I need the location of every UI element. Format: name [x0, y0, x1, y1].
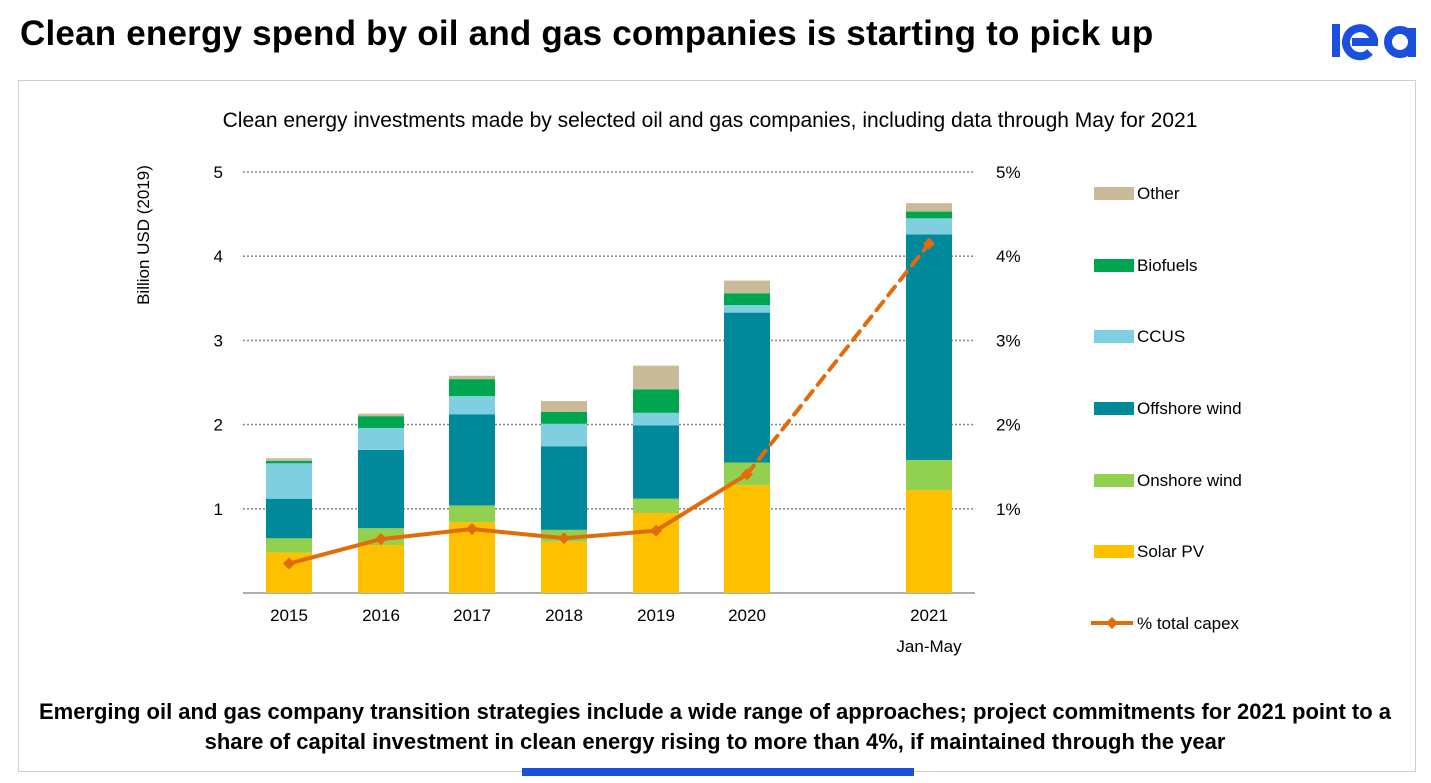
- capex-line-segment: [562, 528, 658, 541]
- legend-label: Offshore wind: [1137, 399, 1242, 418]
- capex-line-segment: [470, 527, 566, 541]
- y2-tick-label: 3%: [996, 331, 1021, 350]
- x-tick-label: 2021: [910, 606, 948, 625]
- bar-segment-ccus-2015: [266, 463, 312, 499]
- bar-segment-biofuels-2017: [449, 379, 495, 396]
- footer-caption: Emerging oil and gas company transition …: [38, 699, 1392, 754]
- bar-segment-solar-pv-2016: [358, 545, 404, 593]
- bar-segment-onshore-wind-2015: [266, 538, 312, 553]
- capex-marker-2017: [466, 523, 478, 536]
- x-tick-label: 2019: [637, 606, 675, 625]
- bar-segment-other-2019: [633, 365, 679, 390]
- bar-segment-biofuels-2015: [266, 460, 312, 464]
- bar-segment-ccus-2019: [633, 412, 679, 426]
- capex-line-segment: [745, 241, 931, 477]
- bar-segment-biofuels-2018: [541, 411, 587, 424]
- y2-tick-label: 5%: [996, 163, 1021, 182]
- legend-swatch-solar-pv: [1094, 545, 1134, 558]
- bar-segment-ccus-2018: [541, 423, 587, 447]
- y-tick-label: 3: [214, 331, 223, 350]
- legend-label: % total capex: [1137, 614, 1240, 633]
- capex-marker-2019: [650, 524, 662, 537]
- x-tick-label: 2020: [728, 606, 766, 625]
- capex-marker-2020: [741, 468, 753, 481]
- legend-swatch-other: [1094, 187, 1134, 200]
- y2-tick-label: 4%: [996, 247, 1021, 266]
- chart-title: Clean energy investments made by selecte…: [223, 109, 1198, 132]
- bar-segment-onshore-wind-2019: [633, 498, 679, 514]
- iea-logo: [1332, 24, 1416, 61]
- capex-marker-2021: [923, 237, 935, 250]
- x-tick-sublabel: Jan-May: [896, 637, 962, 656]
- bar-segment-offshore-wind-2018: [541, 446, 587, 530]
- bar-segment-offshore-wind-2017: [449, 414, 495, 506]
- x-tick-label: 2017: [453, 606, 491, 625]
- capex-line-segment: [379, 527, 474, 542]
- bar-segment-other-2015: [266, 458, 312, 461]
- bar-segment-biofuels-2019: [633, 389, 679, 413]
- bar-segment-onshore-wind-2021: [906, 459, 952, 491]
- bar-segment-biofuels-2016: [358, 416, 404, 428]
- legend-label: Biofuels: [1137, 256, 1197, 275]
- y-tick-label: 4: [214, 247, 223, 266]
- bar-segment-biofuels-2021: [906, 211, 952, 219]
- bar-segment-offshore-wind-2019: [633, 425, 679, 499]
- bar-segment-other-2020: [724, 280, 770, 294]
- bar-segment-ccus-2016: [358, 427, 404, 450]
- bar-segment-offshore-wind-2015: [266, 498, 312, 539]
- bar-segment-ccus-2021: [906, 218, 952, 235]
- legend-swatch-offshore-wind: [1094, 402, 1134, 415]
- y2-tick-label: 2%: [996, 416, 1021, 435]
- capex-line-segment: [287, 537, 383, 566]
- bar-segment-offshore-wind-2020: [724, 312, 770, 463]
- bar-segment-solar-pv-2020: [724, 485, 770, 593]
- page-title: Clean energy spend by oil and gas compan…: [20, 14, 1154, 53]
- capex-marker-2018: [558, 532, 570, 545]
- bar-segment-other-2017: [449, 375, 495, 380]
- y-tick-label: 2: [214, 416, 223, 435]
- bar-segment-biofuels-2020: [724, 293, 770, 306]
- x-tick-label: 2016: [362, 606, 400, 625]
- bar-segment-ccus-2020: [724, 305, 770, 313]
- legend-swatch-ccus: [1094, 330, 1134, 343]
- legend-label: Onshore wind: [1137, 471, 1242, 490]
- bar-segment-solar-pv-2021: [906, 490, 952, 593]
- bar-segment-other-2018: [541, 401, 587, 412]
- chart-panel: Clean energy investments made by selecte…: [18, 80, 1416, 772]
- footer-accent-bar: [522, 768, 914, 776]
- capex-marker-2015: [283, 557, 295, 570]
- bar-segment-solar-pv-2018: [541, 541, 587, 593]
- y-axis-label: Billion USD (2019): [134, 165, 153, 305]
- bar-segment-other-2021: [906, 203, 952, 212]
- bar-segment-ccus-2017: [449, 395, 495, 415]
- capex-line-segment: [654, 472, 749, 533]
- stacked-bar-chart: Clean energy investments made by selecte…: [134, 109, 1242, 656]
- legend-label: Solar PV: [1137, 542, 1205, 561]
- legend-swatch-biofuels: [1094, 259, 1134, 272]
- bar-segment-offshore-wind-2016: [358, 449, 404, 529]
- y2-tick-label: 1%: [996, 500, 1021, 519]
- legend-swatch-onshore-wind: [1094, 474, 1134, 487]
- bar-segment-onshore-wind-2017: [449, 505, 495, 523]
- legend-label: Other: [1137, 184, 1180, 203]
- x-tick-label: 2018: [545, 606, 583, 625]
- x-tick-label: 2015: [270, 606, 308, 625]
- y-tick-label: 1: [214, 500, 223, 519]
- y-tick-label: 5: [214, 163, 223, 182]
- bar-segment-offshore-wind-2021: [906, 234, 952, 460]
- legend-line-marker: [1106, 617, 1118, 629]
- bar-segment-other-2016: [358, 413, 404, 417]
- legend-label: CCUS: [1137, 327, 1185, 346]
- capex-marker-2016: [375, 533, 387, 546]
